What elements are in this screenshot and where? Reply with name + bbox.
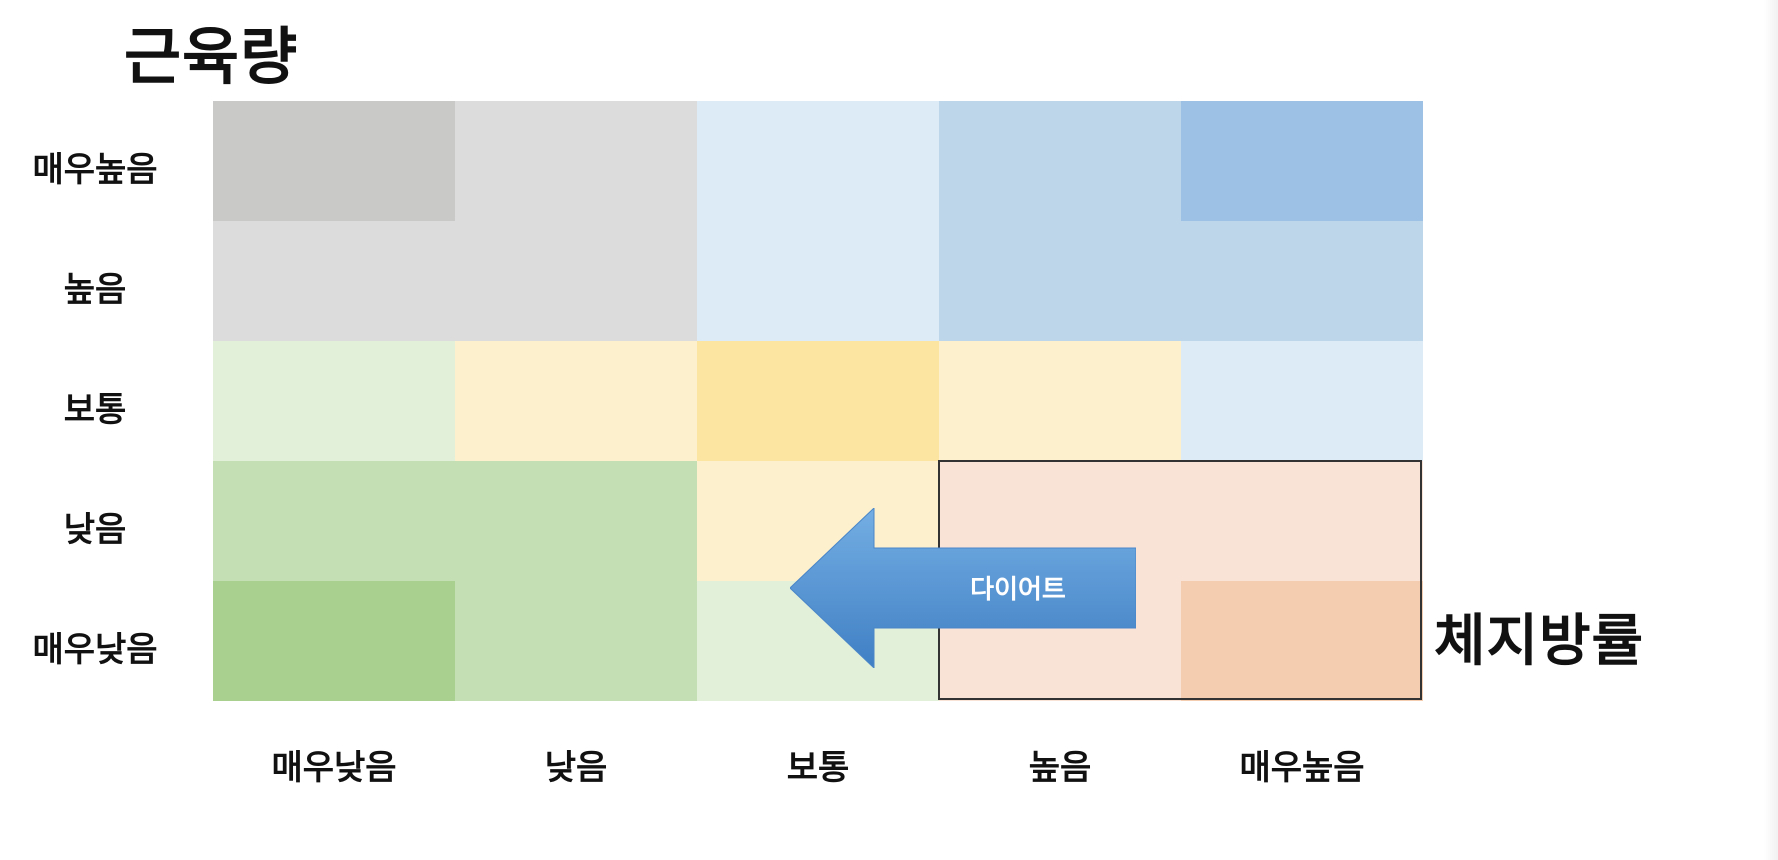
row-label-very-high: 매우높음 <box>32 150 158 190</box>
row-label-high: 높음 <box>63 270 127 310</box>
col-label-very-high: 매우높음 <box>1239 748 1365 788</box>
grid-cell-r2-c2 <box>697 341 939 461</box>
col-label-normal: 보통 <box>786 748 850 788</box>
grid-cell-r0-c0 <box>213 101 455 221</box>
diet-arrow-label: 다이어트 <box>970 575 1066 605</box>
body-composition-grid <box>213 101 1423 701</box>
grid-cell-r2-c4 <box>1181 341 1423 461</box>
grid-cell-r1-c0 <box>213 221 455 341</box>
y-axis-title: 근육량 <box>124 20 299 93</box>
grid-cell-r3-c0 <box>213 461 455 581</box>
grid-cell-r3-c1 <box>455 461 697 581</box>
grid-cell-r0-c3 <box>939 101 1181 221</box>
row-label-low: 낮음 <box>63 510 127 550</box>
grid-cell-r2-c0 <box>213 341 455 461</box>
grid-cell-r4-c4 <box>1181 581 1423 701</box>
grid-cell-r1-c2 <box>697 221 939 341</box>
grid-cell-r4-c1 <box>455 581 697 701</box>
grid-cell-r3-c4 <box>1181 461 1423 581</box>
col-label-low: 낮음 <box>544 748 608 788</box>
col-label-very-low: 매우낮음 <box>271 748 397 788</box>
col-label-high: 높음 <box>1028 748 1092 788</box>
grid-cell-r4-c0 <box>213 581 455 701</box>
grid-cell-r1-c4 <box>1181 221 1423 341</box>
grid-cell-r2-c3 <box>939 341 1181 461</box>
grid-cell-r0-c1 <box>455 101 697 221</box>
grid-cell-r1-c3 <box>939 221 1181 341</box>
x-axis-title: 체지방률 <box>1434 609 1645 674</box>
grid-cell-r1-c1 <box>455 221 697 341</box>
right-edge-shade <box>1764 0 1778 860</box>
row-label-normal: 보통 <box>63 390 127 430</box>
diet-arrow-icon <box>790 508 1136 668</box>
grid-cell-r0-c2 <box>697 101 939 221</box>
row-label-very-low: 매우낮음 <box>32 630 158 670</box>
grid-cell-r2-c1 <box>455 341 697 461</box>
grid-cell-r0-c4 <box>1181 101 1423 221</box>
